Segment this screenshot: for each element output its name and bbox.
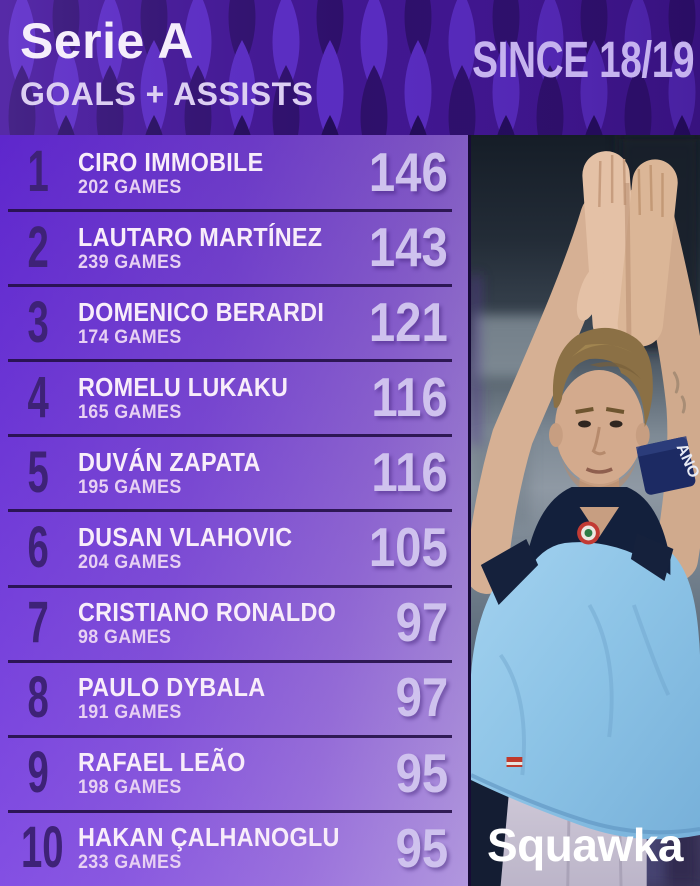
- coppa-badge: [577, 521, 600, 545]
- table-row: 1 CIRO IMMOBILE 202 GAMES 146: [0, 135, 468, 210]
- player-name: LAUTARO MARTÍNEZ: [78, 221, 323, 252]
- player-name: DOMENICO BERARDI: [78, 296, 325, 327]
- rank-number: 4: [27, 364, 49, 430]
- table-row: 7 CRISTIANO RONALDO 98 GAMES 97: [0, 584, 468, 661]
- goals-assists-total: 121: [369, 290, 448, 353]
- player-photo-art: ANO: [471, 135, 700, 886]
- goals-assists-total: 97: [395, 591, 448, 654]
- table-row: 2 LAUTARO MARTÍNEZ 239 GAMES 143: [0, 209, 468, 285]
- games-played: 204 GAMES: [78, 552, 182, 574]
- player-name: DUSAN VLAHOVIC: [78, 522, 293, 553]
- goals-assists-total: 95: [395, 816, 448, 879]
- rank-number: 10: [20, 815, 64, 881]
- since-badge: SINCE 18/19: [471, 31, 694, 88]
- player-name: DUVÁN ZAPATA: [78, 446, 261, 477]
- player-info: PAULO DYBALA 191 GAMES: [66, 674, 326, 722]
- player-info: DUSAN VLAHOVIC 204 GAMES: [66, 524, 326, 572]
- player-info: CRISTIANO RONALDO 98 GAMES: [66, 597, 337, 649]
- clapping-hands: [576, 151, 678, 347]
- page-title: Serie A: [20, 13, 194, 69]
- squawka-logo: Squawka: [487, 819, 683, 871]
- table-row: 6 DUSAN VLAHOVIC 204 GAMES 105: [0, 509, 468, 585]
- player-name: ROMELU LUKAKU: [78, 371, 289, 402]
- player-name: CRISTIANO RONALDO: [78, 597, 337, 628]
- games-played: 174 GAMES: [78, 326, 182, 348]
- goals-assists-total: 143: [369, 215, 448, 278]
- games-played: 198 GAMES: [78, 777, 182, 799]
- goals-assists-total: 95: [395, 741, 448, 804]
- games-played: 239 GAMES: [78, 251, 182, 273]
- goals-assists-total: 146: [369, 140, 448, 203]
- games-played: 233 GAMES: [78, 852, 182, 874]
- table-row: 5 DUVÁN ZAPATA 195 GAMES 116: [0, 434, 468, 510]
- goals-assists-total: 105: [369, 516, 448, 579]
- rank-number: 7: [27, 590, 49, 656]
- header-pattern: [0, 0, 700, 135]
- player-info: HAKAN ÇALHANOGLU 233 GAMES: [66, 822, 340, 874]
- player-photo: ANO Squawka: [468, 135, 700, 886]
- header: Serie A GOALS + ASSISTS SINCE 18/19: [0, 0, 700, 135]
- player-name: RAFAEL LEÃO: [78, 747, 246, 778]
- player-info: LAUTARO MARTÍNEZ 239 GAMES: [66, 224, 326, 272]
- captain-armband: ANO: [636, 436, 700, 495]
- table-row: 9 RAFAEL LEÃO 198 GAMES 95: [0, 734, 468, 811]
- player-name: HAKAN ÇALHANOGLU: [78, 822, 340, 853]
- player-figure: ANO: [471, 151, 700, 886]
- goals-assists-total: 97: [395, 666, 448, 729]
- games-played: 165 GAMES: [78, 401, 182, 423]
- ranking-list: 1 CIRO IMMOBILE 202 GAMES 146 2 LAUTARO …: [0, 135, 468, 886]
- player-info: DOMENICO BERARDI 174 GAMES: [66, 299, 326, 347]
- player-info: ROMELU LUKAKU 165 GAMES: [66, 374, 326, 422]
- games-played: 195 GAMES: [78, 476, 182, 498]
- rank-number: 8: [27, 665, 49, 731]
- goals-assists-total: 116: [371, 441, 448, 504]
- rank-number: 5: [27, 439, 49, 505]
- games-played: 98 GAMES: [78, 627, 172, 649]
- rank-number: 3: [27, 289, 49, 355]
- games-played: 202 GAMES: [78, 176, 182, 198]
- rank-number: 9: [27, 740, 49, 806]
- rank-number: 6: [27, 514, 49, 580]
- player-info: RAFAEL LEÃO 198 GAMES: [66, 749, 326, 797]
- table-row: 3 DOMENICO BERARDI 174 GAMES 121: [0, 284, 468, 360]
- player-info: CIRO IMMOBILE 202 GAMES: [66, 149, 326, 197]
- table-row: 10 HAKAN ÇALHANOGLU 233 GAMES 95: [0, 809, 468, 886]
- rank-number: 2: [27, 214, 49, 280]
- games-played: 191 GAMES: [78, 702, 182, 724]
- page-subtitle: GOALS + ASSISTS: [20, 76, 314, 112]
- rank-number: 1: [27, 139, 49, 205]
- player-head: [548, 327, 653, 515]
- table-row: 4 ROMELU LUKAKU 165 GAMES 116: [0, 359, 468, 435]
- table-row: 8 PAULO DYBALA 191 GAMES 97: [0, 659, 468, 736]
- player-name: PAULO DYBALA: [78, 672, 266, 703]
- player-info: DUVÁN ZAPATA 195 GAMES: [66, 449, 326, 497]
- player-name: CIRO IMMOBILE: [78, 146, 264, 177]
- goals-assists-total: 116: [371, 366, 448, 429]
